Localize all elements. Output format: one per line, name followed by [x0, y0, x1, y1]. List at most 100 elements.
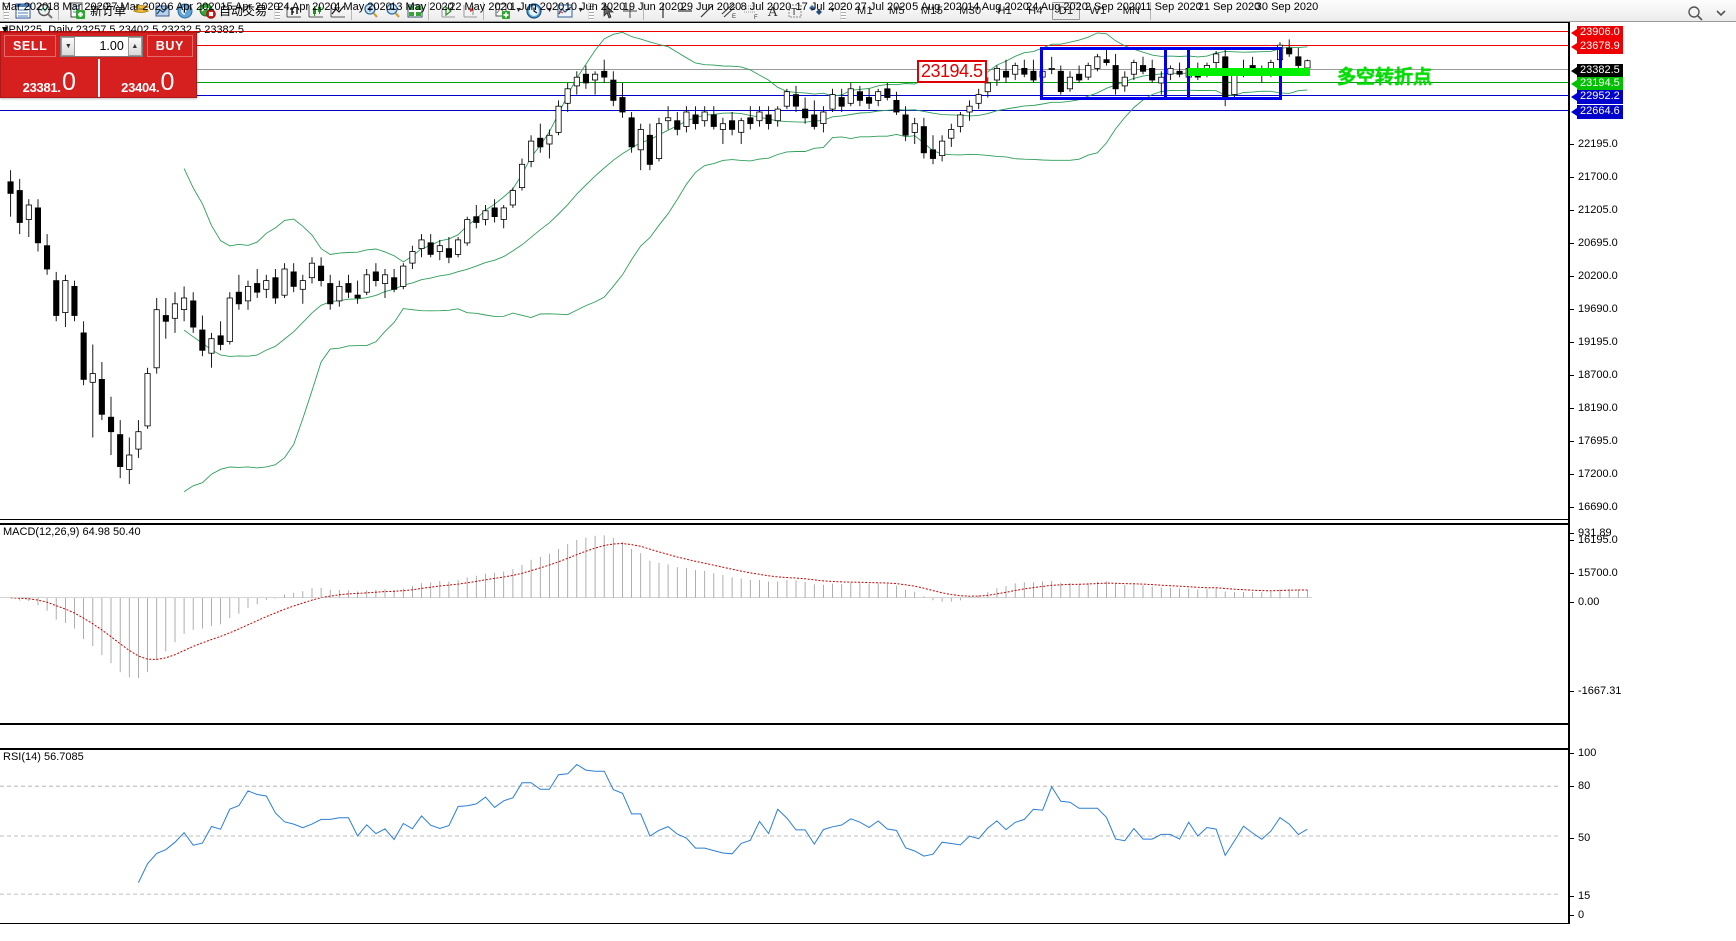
price-callout-label[interactable]: 23194.5: [917, 60, 987, 83]
volume-value[interactable]: 1.00: [99, 39, 124, 53]
trendline-icon[interactable]: [696, 1, 718, 21]
timeframe-m1[interactable]: M1: [857, 4, 873, 17]
signals-icon[interactable]: [174, 1, 196, 21]
axis-tick: [1570, 915, 1574, 916]
crosshair-icon[interactable]: [619, 1, 641, 21]
toolbar-separator-4: [428, 1, 435, 20]
candle: [537, 123, 544, 153]
candle: [911, 117, 918, 144]
period-icon[interactable]: [523, 1, 545, 21]
candle: [345, 274, 352, 298]
horizontal-line-icon[interactable]: [674, 1, 696, 21]
bar-chart-icon[interactable]: [283, 1, 305, 21]
candle: [957, 112, 964, 133]
price-axis[interactable]: [1568, 22, 1736, 924]
candle: [674, 112, 681, 136]
price-tag-23382-5[interactable]: 23382.5: [1571, 64, 1623, 78]
buy-button[interactable]: BUY: [146, 35, 193, 57]
toolbar-grip-2[interactable]: [274, 1, 281, 20]
price-tag-23678-9[interactable]: 23678.9: [1571, 40, 1623, 54]
axis-tick: [1570, 533, 1574, 534]
sell-button[interactable]: SELL: [4, 35, 57, 57]
price-tag-22952-2[interactable]: 22952.2: [1571, 90, 1623, 104]
toolbar-grip[interactable]: [3, 1, 9, 20]
candle: [1295, 48, 1302, 69]
vertical-line-icon[interactable]: [652, 1, 674, 21]
toolbar-separator-6: [643, 1, 650, 20]
timeframe-m30[interactable]: M30: [959, 4, 982, 17]
templates-icon[interactable]: [492, 1, 514, 21]
candlestick-chart-icon[interactable]: [305, 1, 327, 21]
chevron-down-icon[interactable]: [1710, 3, 1732, 23]
timeframe-h1[interactable]: H1: [997, 4, 1013, 17]
timeframe-d1[interactable]: D1: [1051, 1, 1081, 20]
axis-tick: [1570, 408, 1574, 409]
toolbar-grip-4[interactable]: [840, 1, 847, 20]
indicator-dropdown-icon[interactable]: ▼: [577, 7, 584, 14]
new-order-label[interactable]: 新订单: [90, 4, 127, 18]
chinese-annotation-text[interactable]: 多空转折点: [1337, 66, 1433, 88]
candle: [126, 437, 133, 484]
auto-scroll-icon[interactable]: [459, 1, 481, 21]
fibonacci-icon[interactable]: F: [740, 1, 762, 21]
expert-advisor-icon[interactable]: [130, 1, 152, 21]
candle: [400, 263, 407, 290]
data-window-icon[interactable]: [34, 1, 56, 21]
autotrading-icon[interactable]: [196, 1, 218, 21]
candle: [838, 88, 845, 112]
volume-decrease-icon[interactable]: ▼: [61, 36, 76, 56]
label-icon[interactable]: T: [784, 1, 806, 21]
one-click-trading-panel[interactable]: SELL ▼ 1.00 ▲ BUY 23381 . 0 23404 . 0: [0, 32, 197, 98]
axis-tick-label: 18700.0: [1578, 369, 1618, 381]
zoom-out-icon[interactable]: [382, 1, 404, 21]
timeframe-mn[interactable]: MN: [1122, 4, 1141, 17]
shapes-dropdown-icon[interactable]: ▼: [829, 7, 836, 14]
market-watch-icon[interactable]: [12, 1, 34, 21]
templates-dropdown-icon[interactable]: ▼: [515, 7, 522, 14]
text-icon[interactable]: A: [762, 1, 784, 21]
green-highlight-bar[interactable]: [1188, 68, 1310, 76]
main-toolbar: 新订单 自动交易: [0, 0, 1736, 22]
date-label: 8 Jul 2020: [740, 1, 792, 13]
sell-price[interactable]: 23381 . 0: [1, 59, 98, 97]
candle: [893, 91, 900, 115]
toolbar-separator-3: [351, 1, 358, 20]
timeframe-w1[interactable]: W1: [1089, 4, 1107, 17]
candle: [820, 106, 827, 133]
axis-tick-label: 20200.0: [1578, 270, 1618, 282]
date-label: Mar 2020: [1, 1, 49, 13]
price-tag-23194-5[interactable]: 23194.5: [1571, 77, 1623, 91]
timeframe-m15[interactable]: M15: [920, 4, 944, 17]
search-icon[interactable]: [1684, 3, 1706, 23]
chart-collapse-icon[interactable]: [0, 24, 14, 36]
indicator-list-icon[interactable]: [554, 1, 576, 21]
timeframe-h4[interactable]: H4: [1028, 4, 1043, 17]
autotrading-label[interactable]: 自动交易: [219, 4, 268, 18]
shapes-icon[interactable]: [806, 1, 828, 21]
new-order-icon[interactable]: [67, 1, 89, 21]
cursor-icon[interactable]: [597, 1, 619, 21]
volume-stepper[interactable]: ▼ 1.00 ▲: [60, 35, 143, 57]
volume-increase-icon[interactable]: ▲: [127, 36, 142, 56]
timeframe-m5[interactable]: M5: [888, 4, 905, 17]
candle: [592, 71, 599, 95]
indicators-icon[interactable]: [152, 1, 174, 21]
equidistant-channel-icon[interactable]: E: [718, 1, 740, 21]
candle: [1158, 71, 1165, 95]
period-dropdown-icon[interactable]: ▼: [546, 7, 553, 14]
buy-price[interactable]: 23404 . 0: [97, 59, 197, 97]
candle: [1057, 65, 1064, 95]
macd-indicator-pane[interactable]: [0, 523, 1568, 725]
chart-shift-icon[interactable]: [437, 1, 459, 21]
candle: [1076, 65, 1083, 83]
date-axis[interactable]: Mar 2020 18 Mar 2020 27 Mar 2020 6 Apr 2020…: [0, 0, 1736, 17]
rsi-series: [0, 763, 1560, 895]
axis-tick: [1570, 210, 1574, 211]
candle: [866, 88, 873, 110]
line-chart-icon[interactable]: [327, 1, 349, 21]
terminal-icon[interactable]: [404, 1, 426, 21]
price-tag-22664-6[interactable]: 22664.6: [1571, 105, 1623, 119]
price-tag-23906-0[interactable]: 23906.0: [1571, 26, 1623, 40]
zoom-in-icon[interactable]: [360, 1, 382, 21]
toolbar-grip-3[interactable]: [588, 1, 595, 20]
